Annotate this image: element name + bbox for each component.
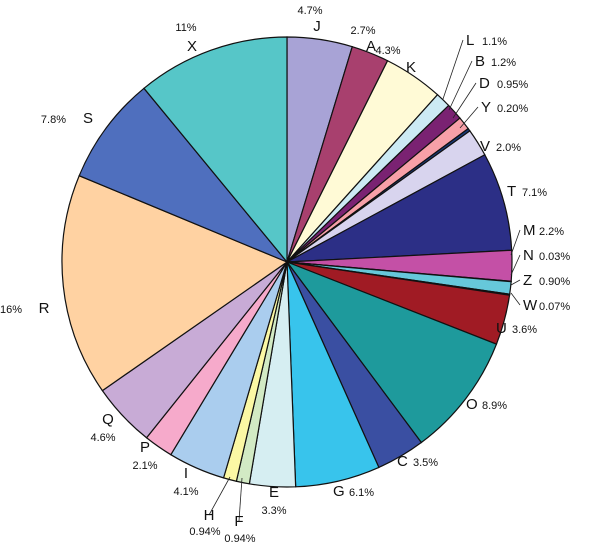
slice-label-d: D [479, 75, 490, 92]
slice-percent-o: 8.9% [482, 400, 507, 412]
leader-line-z [510, 279, 521, 286]
leader-line-b [448, 60, 473, 111]
slice-label-r: R [39, 300, 50, 317]
slice-label-j: J [313, 18, 321, 35]
slice-label-x: X [187, 38, 197, 55]
pie-slice-x [143, 36, 288, 264]
slice-label-n: N [523, 247, 534, 264]
slice-percent-z: 0.90% [539, 276, 570, 288]
slice-percent-u: 3.6% [512, 324, 537, 336]
slice-label-o: O [466, 396, 478, 413]
slice-percent-g: 6.1% [349, 487, 374, 499]
slice-label-a: A [366, 38, 376, 55]
leader-line-w [510, 292, 521, 306]
slice-label-z: Z [523, 272, 532, 289]
slice-percent-k: 4.3% [375, 45, 400, 57]
leader-line-f [238, 477, 243, 522]
slice-label-k: K [406, 59, 416, 76]
pie-slice-o [285, 260, 498, 444]
slice-percent-r: 16% [0, 304, 22, 316]
slice-percent-n: 0.03% [539, 251, 570, 263]
slice-percent-i: 4.1% [173, 486, 198, 498]
slice-label-g: G [333, 483, 345, 500]
slice-percent-e: 3.3% [261, 505, 286, 517]
slice-label-h: H [204, 507, 215, 524]
slice-percent-l: 1.1% [482, 36, 507, 48]
slice-label-e: E [269, 484, 279, 501]
slice-label-f: F [234, 513, 243, 530]
leader-line-y [459, 106, 479, 129]
slice-labels: J4.7% A2.7% K 4.3% L 1.1% B 1.2%D 0.95% Y 0.20% V 2.… [0, 5, 570, 545]
slice-label-s: S [83, 110, 93, 127]
leader-line-d [452, 82, 477, 119]
slice-label-l: L [466, 32, 474, 49]
slice-percent-d: 0.95% [497, 79, 528, 91]
slice-label-b: B [475, 53, 485, 70]
slice-label-y: Y [481, 99, 491, 116]
leader-line-h [208, 476, 231, 516]
slice-percent-h: 0.94% [189, 526, 220, 538]
slice-percent-c: 3.5% [413, 457, 438, 469]
slice-label-v: V [480, 138, 490, 155]
pie-slice-t [286, 153, 513, 263]
slice-percent-j: 4.7% [297, 5, 322, 17]
leader-line-m [510, 229, 521, 256]
slice-percent-q: 4.6% [90, 432, 115, 444]
slice-label-t: T [507, 183, 516, 200]
pie-slice-r [61, 174, 289, 392]
slice-percent-m: 2.2% [539, 226, 564, 238]
slice-label-u: U [496, 320, 507, 337]
slice-percent-w: 0.07% [539, 301, 570, 313]
slice-label-p: P [140, 439, 150, 456]
slice-label-i: I [184, 465, 188, 482]
slice-percent-v: 2.0% [496, 142, 521, 154]
slice-percent-x: 11% [175, 22, 196, 34]
slice-percent-a: 2.7% [350, 25, 375, 37]
leader-line-n [510, 254, 521, 276]
leader-lines [208, 39, 521, 522]
slice-label-q: Q [102, 411, 114, 428]
slice-percent-s: 7.8% [41, 114, 66, 126]
slice-label-m: M [523, 222, 536, 239]
pie-slice-s [78, 87, 288, 263]
slice-label-w: W [523, 297, 538, 314]
slice-label-c: C [397, 453, 408, 470]
slice-percent-b: 1.2% [491, 57, 516, 69]
slice-percent-f: 0.94% [224, 533, 255, 545]
leader-line-l [442, 39, 464, 100]
slice-percent-p: 2.1% [132, 460, 157, 472]
slice-percent-y: 0.20% [497, 103, 528, 115]
slice-percent-t: 7.1% [522, 187, 547, 199]
pie-slices [61, 36, 513, 488]
